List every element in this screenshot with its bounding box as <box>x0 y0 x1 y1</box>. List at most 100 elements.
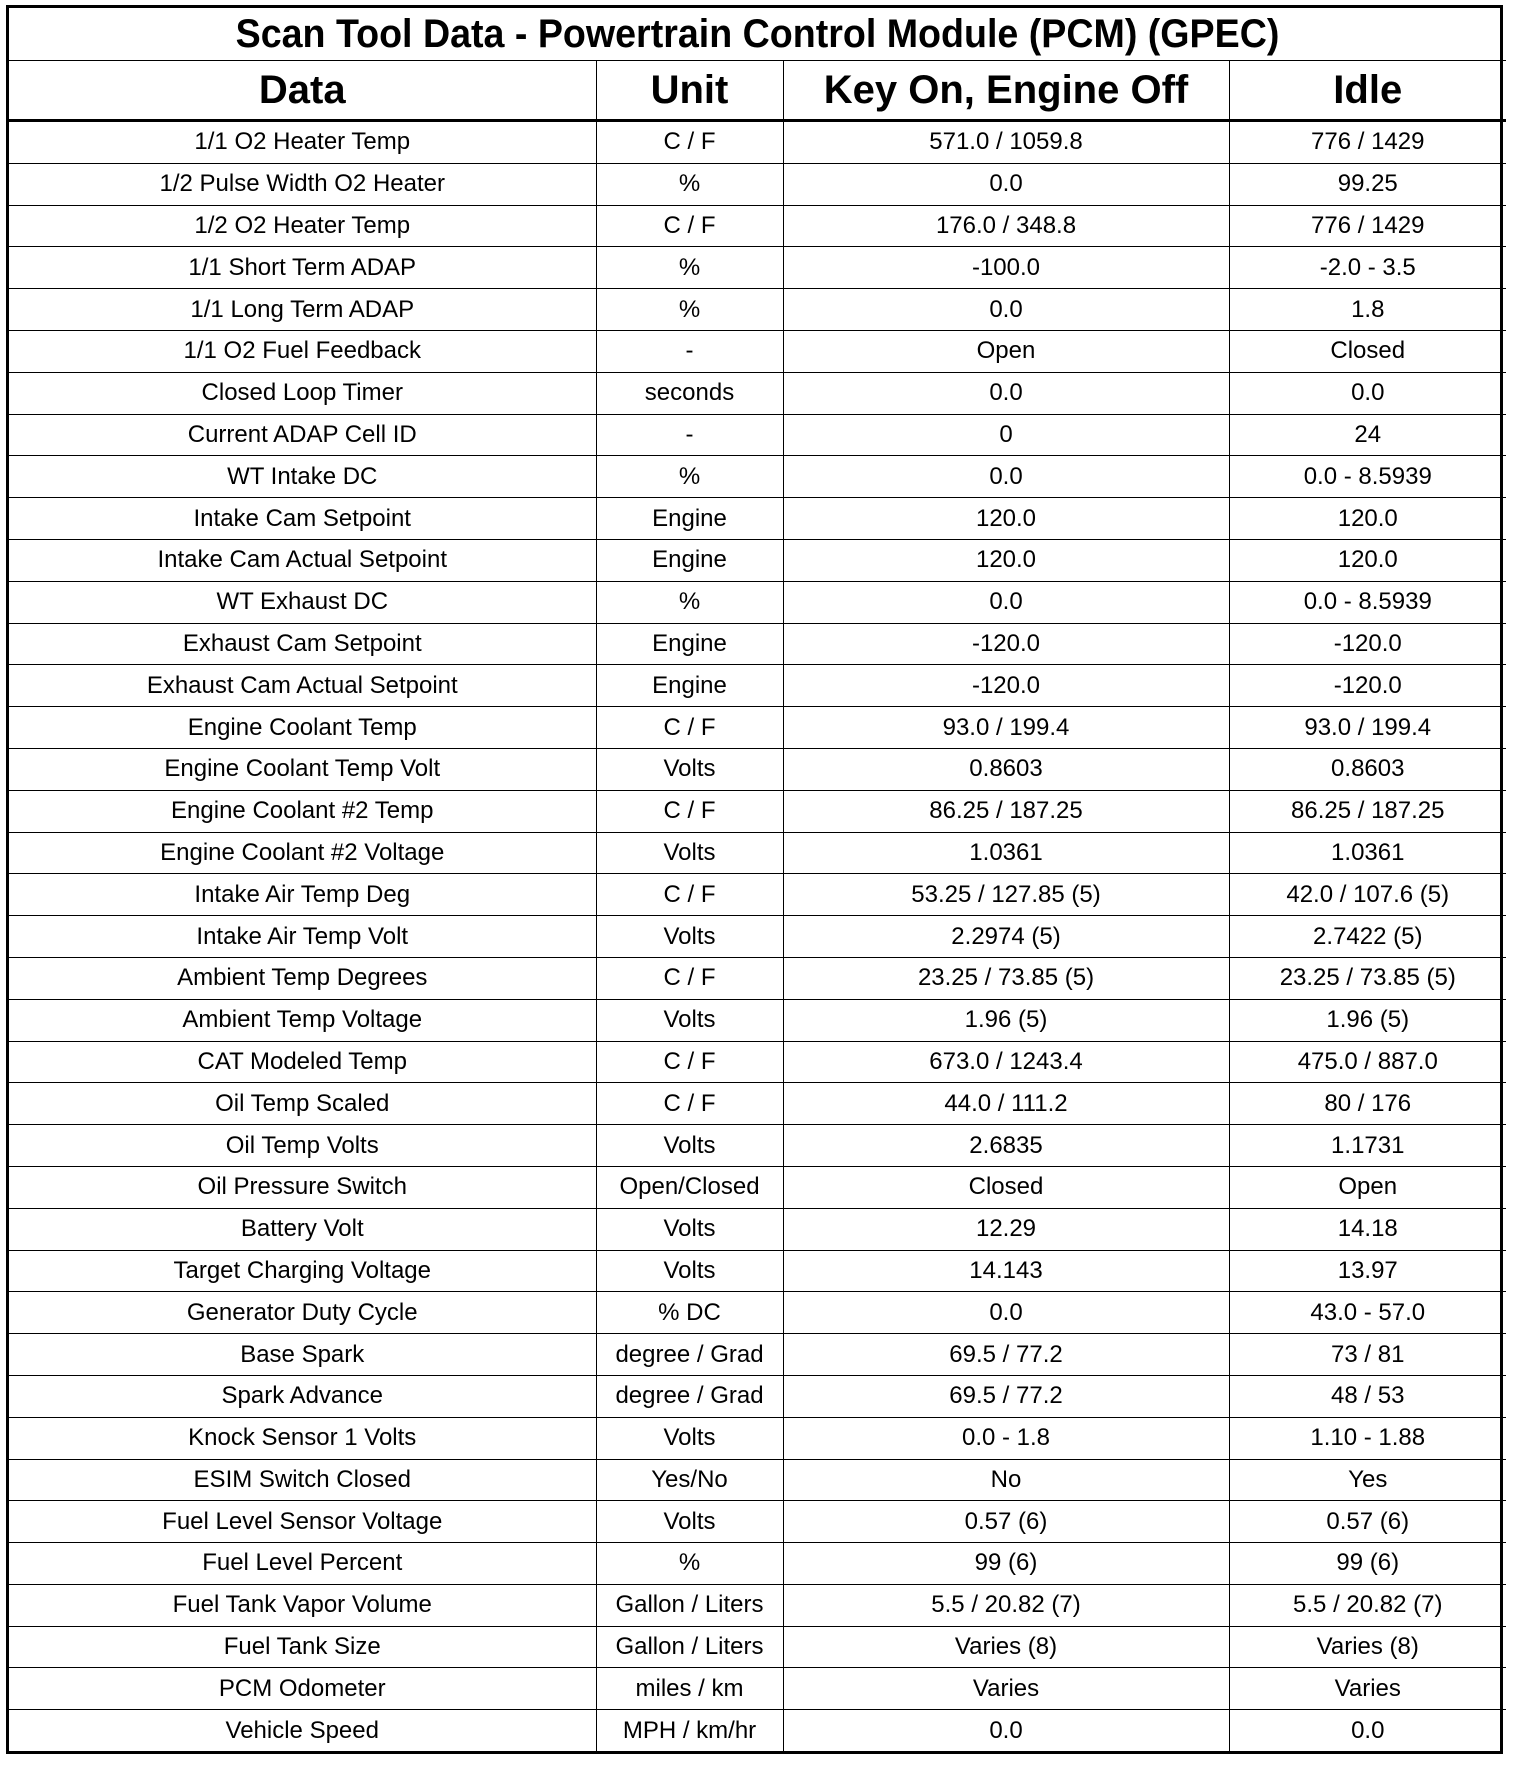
cell-data: PCM Odometer <box>9 1667 597 1711</box>
cell-key-on-engine-off: Varies <box>782 1667 1230 1711</box>
cell-key-on-engine-off: 0.0 <box>782 288 1230 331</box>
cell-unit: % <box>595 246 784 290</box>
table-title: Scan Tool Data - Powertrain Control Modu… <box>53 8 1462 61</box>
cell-data: Spark Advance <box>9 1374 597 1418</box>
table-row: CAT Modeled Temp C / F 673.0 / 1243.4 475.0… <box>9 1040 1507 1084</box>
table-row: 1/2 O2 Heater Temp C / F 176.0 / 348.8 776 … <box>9 204 1507 248</box>
cell-key-on-engine-off: 120.0 <box>782 497 1230 540</box>
cell-idle: Closed <box>1228 329 1507 373</box>
cell-unit: C / F <box>595 956 784 1000</box>
cell-data: Oil Temp Scaled <box>9 1082 597 1126</box>
cell-idle: Varies <box>1228 1667 1507 1711</box>
cell-data: Intake Cam Setpoint <box>9 497 597 540</box>
table-row: Fuel Level Percent% 99 (6) 99 (6) <box>9 1542 1507 1585</box>
cell-key-on-engine-off: 571.0 / 1059.8 <box>782 120 1230 164</box>
cell-unit: Engine <box>595 538 784 582</box>
table-row: Intake Air Temp Deg C / F 53.25 / 127.85 (… <box>9 873 1507 917</box>
table-row: Fuel Level Sensor Voltage Volts 0.57 (6) 0.… <box>9 1500 1507 1544</box>
table-row: ESIM Switch Closed Yes/No No Yes <box>9 1458 1507 1502</box>
cell-unit: seconds <box>595 371 784 415</box>
header-unit: Unit <box>595 60 784 122</box>
cell-unit: % <box>595 455 784 499</box>
cell-idle: 99 (6) <box>1228 1542 1507 1585</box>
cell-data: WT Exhaust DC <box>9 580 597 624</box>
cell-key-on-engine-off: 673.0 / 1243.4 <box>782 1040 1230 1084</box>
cell-data: Exhaust Cam Actual Setpoint <box>9 664 597 708</box>
cell-key-on-engine-off: Varies (8) <box>782 1625 1230 1669</box>
cell-unit: degree / Grad <box>595 1333 784 1376</box>
table-row: Closed Loop Timer seconds 0.0 0.0 <box>9 371 1507 415</box>
table-row: Engine Coolant #2 Temp C / F 86.25 / 187.2… <box>9 789 1507 833</box>
table-row: WT Intake DC% 0.0 0.0 - 8.5939 <box>9 455 1507 499</box>
header-idle: Idle <box>1228 60 1507 122</box>
cell-key-on-engine-off: 0.0 <box>782 580 1230 624</box>
cell-unit: Volts <box>595 998 784 1042</box>
table-row: 1/1 O2 Fuel Feedback - Open Closed <box>9 329 1507 373</box>
cell-idle: 475.0 / 887.0 <box>1228 1040 1507 1084</box>
cell-idle: 1.8 <box>1228 288 1507 331</box>
cell-idle: 120.0 <box>1228 538 1507 582</box>
cell-data: Engine Coolant Temp Volt <box>9 747 597 791</box>
table-row: Ambient Temp Degrees C / F 23.25 / 73.85 (… <box>9 956 1507 1000</box>
cell-unit: C / F <box>595 706 784 749</box>
cell-key-on-engine-off: -120.0 <box>782 664 1230 708</box>
cell-unit: % DC <box>595 1291 784 1335</box>
cell-data: Generator Duty Cycle <box>9 1291 597 1335</box>
cell-data: Intake Air Temp Deg <box>9 873 597 917</box>
header-data: Data <box>9 60 597 122</box>
cell-data: Intake Cam Actual Setpoint <box>9 538 597 582</box>
cell-idle: 24 <box>1228 413 1507 457</box>
cell-key-on-engine-off: 14.143 <box>782 1249 1230 1293</box>
cell-idle: 42.0 / 107.6 (5) <box>1228 873 1507 917</box>
cell-key-on-engine-off: Closed <box>782 1165 1230 1209</box>
table-row: Exhaust Cam Setpoint Engine -120.0 -120.0 <box>9 622 1507 666</box>
cell-idle: -120.0 <box>1228 622 1507 666</box>
table-row: Fuel Tank Vapor Volume Gallon / Liters 5.5… <box>9 1583 1507 1627</box>
cell-unit: Volts <box>595 1249 784 1293</box>
cell-data: Fuel Tank Size <box>9 1625 597 1669</box>
cell-key-on-engine-off: 176.0 / 348.8 <box>782 204 1230 248</box>
table-row: Oil Temp Volts Volts 2.6835 1.1731 <box>9 1124 1507 1167</box>
table-row: WT Exhaust DC% 0.0 0.0 - 8.5939 <box>9 580 1507 624</box>
cell-data: Base Spark <box>9 1333 597 1376</box>
cell-idle: 93.0 / 199.4 <box>1228 706 1507 749</box>
cell-data: Ambient Temp Voltage <box>9 998 597 1042</box>
table-row: Oil Temp Scaled C / F 44.0 / 111.2 80 / 176 <box>9 1082 1507 1126</box>
cell-key-on-engine-off: 69.5 / 77.2 <box>782 1333 1230 1376</box>
table-row: Intake Cam Setpoint Engine 120.0 120.0 <box>9 497 1507 540</box>
cell-idle: -2.0 - 3.5 <box>1228 246 1507 290</box>
cell-key-on-engine-off: 0.0 <box>782 162 1230 206</box>
table-row: Intake Air Temp Volt Volts 2.2974 (5) 2.742… <box>9 915 1507 958</box>
cell-idle: 1.96 (5) <box>1228 998 1507 1042</box>
cell-idle: Yes <box>1228 1458 1507 1502</box>
cell-idle: 23.25 / 73.85 (5) <box>1228 956 1507 1000</box>
cell-key-on-engine-off: No <box>782 1458 1230 1502</box>
cell-data: 1/1 O2 Fuel Feedback <box>9 329 597 373</box>
cell-data: Fuel Level Sensor Voltage <box>9 1500 597 1544</box>
cell-key-on-engine-off: 12.29 <box>782 1207 1230 1251</box>
table-row: Exhaust Cam Actual Setpoint Engine -120.0-… <box>9 664 1507 708</box>
cell-idle: 120.0 <box>1228 497 1507 540</box>
cell-unit: Volts <box>595 1207 784 1251</box>
cell-data: Fuel Tank Vapor Volume <box>9 1583 597 1627</box>
table-row: Ambient Temp Voltage Volts 1.96 (5) 1.96 (5… <box>9 998 1507 1042</box>
cell-key-on-engine-off: 5.5 / 20.82 (7) <box>782 1583 1230 1627</box>
cell-key-on-engine-off: 0.0 <box>782 455 1230 499</box>
cell-idle: 1.1731 <box>1228 1124 1507 1167</box>
cell-data: 1/1 O2 Heater Temp <box>9 120 597 164</box>
cell-data: 1/2 Pulse Width O2 Heater <box>9 162 597 206</box>
cell-data: Engine Coolant #2 Temp <box>9 789 597 833</box>
table-row: Base Spark degree / Grad 69.5 / 77.2 73 / 8… <box>9 1333 1507 1376</box>
cell-key-on-engine-off: -100.0 <box>782 246 1230 290</box>
cell-key-on-engine-off: 0.0 <box>782 1709 1230 1752</box>
cell-unit: - <box>595 413 784 457</box>
cell-data: CAT Modeled Temp <box>9 1040 597 1084</box>
cell-unit: Volts <box>595 831 784 875</box>
cell-unit: Volts <box>595 1124 784 1167</box>
cell-key-on-engine-off: 69.5 / 77.2 <box>782 1374 1230 1418</box>
cell-key-on-engine-off: 93.0 / 199.4 <box>782 706 1230 749</box>
scan-tool-data-table: Scan Tool Data - Powertrain Control Modu… <box>6 5 1507 1755</box>
cell-idle: 0.57 (6) <box>1228 1500 1507 1544</box>
cell-unit: C / F <box>595 789 784 833</box>
cell-data: 1/2 O2 Heater Temp <box>9 204 597 248</box>
